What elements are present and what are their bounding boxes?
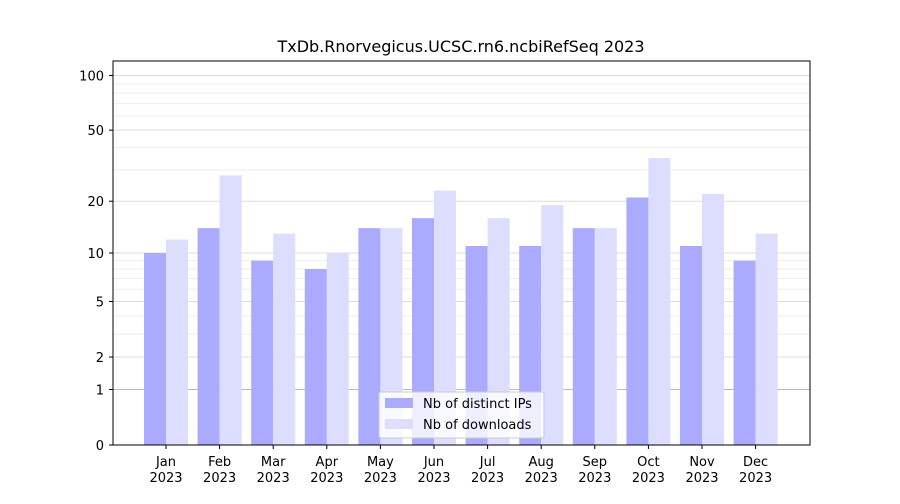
x-tick-year: 2023 <box>310 471 343 486</box>
bar-distinct-ips <box>144 253 166 445</box>
bar-downloads <box>648 158 671 446</box>
y-tick-label: 0 <box>96 439 104 454</box>
chart-title: TxDb.Rnorvegicus.UCSC.rn6.ncbiRefSeq 202… <box>276 37 644 56</box>
bar-downloads <box>326 253 349 445</box>
bar-distinct-ips <box>358 228 381 445</box>
bar-distinct-ips <box>680 246 702 445</box>
x-tick-month: Oct <box>637 455 659 470</box>
x-tick-month: Sep <box>583 455 608 470</box>
bar-distinct-ips <box>251 260 274 445</box>
bar-downloads <box>219 175 242 445</box>
bars-layer <box>144 158 778 446</box>
x-tick-year: 2023 <box>739 471 772 486</box>
x-tick-year: 2023 <box>257 471 290 486</box>
x-tick-month: Mar <box>261 455 286 470</box>
bar-distinct-ips <box>626 197 649 445</box>
bar-downloads <box>273 233 296 445</box>
bar-downloads <box>702 193 724 445</box>
bar-downloads <box>487 218 510 445</box>
bar-distinct-ips <box>197 228 220 445</box>
bar-downloads <box>434 190 456 445</box>
y-tick-label: 100 <box>79 69 104 84</box>
x-tick-year: 2023 <box>525 471 558 486</box>
legend-label-downloads: Nb of downloads <box>423 418 532 433</box>
x-tick-year: 2023 <box>632 471 665 486</box>
legend-label-distinct-ips: Nb of distinct IPs <box>423 397 532 412</box>
bar-downloads <box>166 239 188 445</box>
x-tick-year: 2023 <box>685 471 718 486</box>
x-tick-month: Feb <box>208 455 231 470</box>
legend-swatch-distinct-ips <box>385 398 413 408</box>
x-tick-year: 2023 <box>578 471 611 486</box>
x-tick-month: Nov <box>689 455 715 470</box>
y-tick-label: 20 <box>87 195 104 210</box>
x-tick-month: Jun <box>423 455 444 470</box>
legend-swatch-downloads <box>385 419 413 429</box>
x-tick-year: 2023 <box>471 471 504 486</box>
y-tick-label: 2 <box>96 351 104 366</box>
bar-downloads <box>594 228 617 445</box>
y-tick-label: 5 <box>96 296 104 311</box>
y-tick-label: 1 <box>96 383 104 398</box>
legend-frame <box>378 391 545 439</box>
plot-frame <box>112 60 811 446</box>
x-tick-month: Jul <box>479 455 496 470</box>
bar-downloads <box>755 233 778 445</box>
axes-layer: 0125102050100Jan2023Feb2023Mar2023Apr202… <box>79 60 811 486</box>
y-tick-label: 10 <box>87 247 104 262</box>
x-tick-year: 2023 <box>364 471 397 486</box>
x-tick-year: 2023 <box>149 471 182 486</box>
x-tick-month: Dec <box>743 455 768 470</box>
legend: Nb of distinct IPs Nb of downloads <box>378 391 545 439</box>
x-tick-month: Apr <box>316 455 339 470</box>
x-tick-year: 2023 <box>203 471 236 486</box>
x-tick-month: Aug <box>529 455 554 470</box>
x-tick-month: Jan <box>155 455 176 470</box>
bar-distinct-ips <box>733 260 756 445</box>
bar-downloads <box>380 228 403 445</box>
x-tick-month: May <box>367 455 394 470</box>
bar-distinct-ips <box>304 269 327 445</box>
x-tick-year: 2023 <box>417 471 450 486</box>
bar-downloads <box>541 205 564 445</box>
y-tick-label: 50 <box>87 124 104 139</box>
bar-distinct-ips <box>412 218 434 445</box>
bar-distinct-ips <box>572 228 595 445</box>
